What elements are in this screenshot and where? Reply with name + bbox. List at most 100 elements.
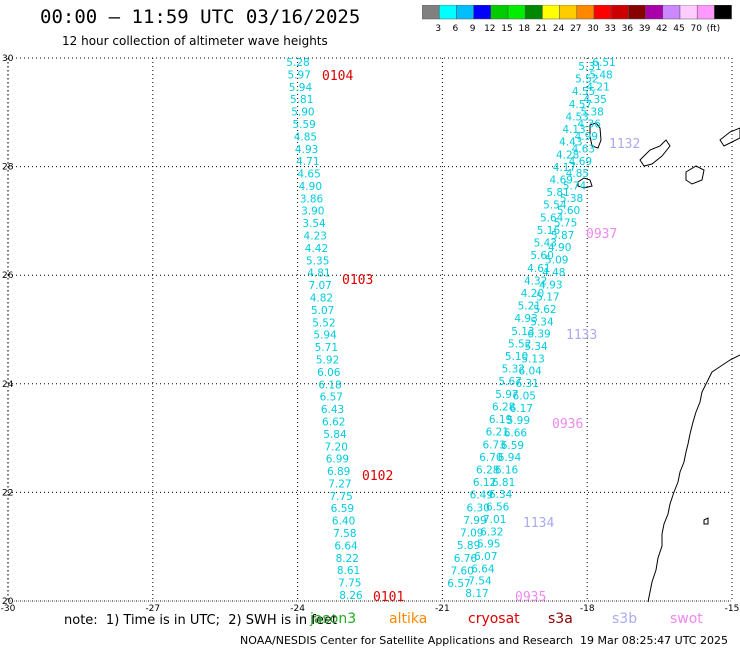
satellite-legend: jason3 altika cryosat s3a s3b swot xyxy=(0,611,740,631)
track-a-wave-height: 5.94 xyxy=(313,330,337,342)
track-b-wave-height: 6.94 xyxy=(498,452,522,464)
track-a-wave-height: 5.92 xyxy=(316,354,339,366)
track-a-wave-height: 5.71 xyxy=(315,342,338,354)
track-c-wave-height: 5.21 xyxy=(518,301,541,313)
longitude-tick-label: -27 xyxy=(145,604,160,612)
track-c-wave-height: 4.17 xyxy=(553,162,576,174)
pass-time-label: 0101 xyxy=(373,590,404,605)
track-c-wave-height: 6.19 xyxy=(489,414,512,426)
track-b-wave-height: 4.69 xyxy=(569,156,592,168)
track-b-wave-height: 6.31 xyxy=(516,378,539,390)
latitude-tick-label: 28 xyxy=(2,163,14,173)
track-b-wave-height: 4.36 xyxy=(578,119,602,131)
track-b-wave-height: 5.60 xyxy=(557,205,580,217)
track-b-wave-height: 5.38 xyxy=(580,106,603,118)
track-b-wave-height: 6.05 xyxy=(513,390,536,402)
color-swatch xyxy=(714,5,732,20)
track-a-wave-height: 6.40 xyxy=(332,516,355,528)
track-c-wave-height: 5.67 xyxy=(498,376,521,388)
track-c-wave-height: 6.30 xyxy=(466,502,489,514)
africa-coastline xyxy=(647,354,740,603)
track-c-wave-height: 6.73 xyxy=(482,439,505,451)
track-a-wave-height: 3.90 xyxy=(301,206,324,218)
track-b-wave-height: 6.56 xyxy=(486,502,510,514)
track-c-wave-height: 5.43 xyxy=(534,238,557,250)
track-b-wave-height: 5.34 xyxy=(524,341,548,353)
legend-jason3: jason3 xyxy=(310,611,357,627)
track-a-wave-height: 7.75 xyxy=(338,578,361,590)
track-c-wave-height: 4.93 xyxy=(514,313,537,325)
axis-tick-labels: -30 -27 -24 -21 -18 -15 30 28 26 24 22 20 xyxy=(1,54,740,612)
track-a-wave-height: 3.86 xyxy=(300,193,324,205)
track-b-wave-height: 6.17 xyxy=(510,403,533,415)
track-b-wave-height: 5.09 xyxy=(545,255,568,267)
track-a-wave-height: 5.07 xyxy=(311,305,334,317)
track-c-wave-height: 5.89 xyxy=(457,540,480,552)
track-a-wave-height: 7.27 xyxy=(328,478,351,490)
track-b-wave-height: 5.95 xyxy=(477,539,500,551)
legend-cryosat: cryosat xyxy=(468,611,520,627)
track-b-wave-height: 6.04 xyxy=(518,366,542,378)
track-b-wave-height: 6.34 xyxy=(489,489,513,501)
track-b-wave-height: 6.59 xyxy=(501,440,524,452)
island-tenerife xyxy=(639,139,671,167)
track-c-wave-height: 4.28 xyxy=(556,149,579,161)
track-c-wave-height: 6.21 xyxy=(486,427,509,439)
track-b-wave-height: 5.87 xyxy=(551,230,574,242)
track-c-wave-height: 7.09 xyxy=(460,528,483,540)
legend-s3a: s3a xyxy=(548,611,573,627)
track-c-wave-height: 4.57 xyxy=(569,99,592,111)
track-a-wave-height: 5.94 xyxy=(289,82,313,94)
latitude-tick-label: 30 xyxy=(2,54,14,64)
track-a-wave-height: 5.84 xyxy=(323,429,347,441)
track-a-wave-height: 4.42 xyxy=(305,243,328,255)
color-scale-label: 6 xyxy=(453,24,459,34)
track-a-wave-height: 5.81 xyxy=(290,94,313,106)
pass-time-label: 0102 xyxy=(362,469,393,484)
track-b-wave-height: 5.38 xyxy=(560,193,583,205)
longitude-tick-label: -21 xyxy=(435,604,450,612)
longitude-tick-label: -24 xyxy=(290,604,305,612)
track-b-wave-height: 4.85 xyxy=(566,168,589,180)
color-scale-label: 21 xyxy=(536,24,547,34)
generation-timestamp: 19 Mar 08:25:47 UTC 2025 xyxy=(580,634,728,647)
track-c-wave-height: 5.54 xyxy=(543,200,567,212)
track-b-wave-height: 5.34 xyxy=(530,316,554,328)
track-c-wave-height: 6.28 xyxy=(492,401,515,413)
track-c-wave-height: 6.12 xyxy=(473,477,496,489)
track-b-wave-height: 5.17 xyxy=(536,292,559,304)
color-scale-label: 27 xyxy=(570,24,581,34)
track-c-wave-height: 6.28 xyxy=(476,465,499,477)
track-a-wave-height: 6.99 xyxy=(326,454,349,466)
track-c-wave-height: 5.60 xyxy=(530,250,553,262)
track-a-wave-height: 4.82 xyxy=(310,293,333,305)
islet-small xyxy=(703,517,709,525)
map-title: 00:00 – 11:59 UTC 03/16/2025 xyxy=(40,6,361,28)
wave-height-tracks: 5.285.975.945.815.905.594.854.934.714.65… xyxy=(286,57,615,602)
track-c-wave-height: 7.99 xyxy=(463,515,486,527)
track-a-wave-height: 5.97 xyxy=(288,69,311,81)
island-gran-canaria xyxy=(685,165,705,185)
track-a-wave-height: 8.61 xyxy=(337,565,360,577)
track-a-wave-height: 3.54 xyxy=(302,218,326,230)
color-scale-label: 36 xyxy=(622,24,634,34)
track-a-wave-height: 5.28 xyxy=(286,57,309,69)
track-a-wave-height: 4.23 xyxy=(304,231,327,243)
track-c-wave-height: 5.31 xyxy=(578,61,601,73)
pass-time-labels: 0104 0103 0102 0101 1132 0937 1133 0936 1134 0935 xyxy=(322,69,640,605)
credit-line: NOAA/NESDIS Center for Satellite Applica… xyxy=(240,634,574,647)
track-c-wave-height: 4.13 xyxy=(562,124,585,136)
track-b-wave-height: 8.17 xyxy=(465,588,488,600)
island-el-hierro xyxy=(577,177,593,189)
pass-time-label: 1134 xyxy=(523,516,554,531)
track-c-wave-height: 4.53 xyxy=(566,111,589,123)
color-scale-label: 33 xyxy=(604,24,615,34)
track-a-wave-height: 6.06 xyxy=(317,367,341,379)
track-b-wave-height: 6.07 xyxy=(474,551,497,563)
color-scale-bar: 3 6 9 12 15 18 21 24 27 30 33 36 39 42 45 70 (ft) xyxy=(422,5,732,34)
track-c-wave-height: 6.76 xyxy=(454,553,478,565)
track-a-wave-height: 4.71 xyxy=(296,156,319,168)
track-b-wave-height: 6.39 xyxy=(527,329,550,341)
track-a-wave-height: 6.62 xyxy=(322,416,345,428)
